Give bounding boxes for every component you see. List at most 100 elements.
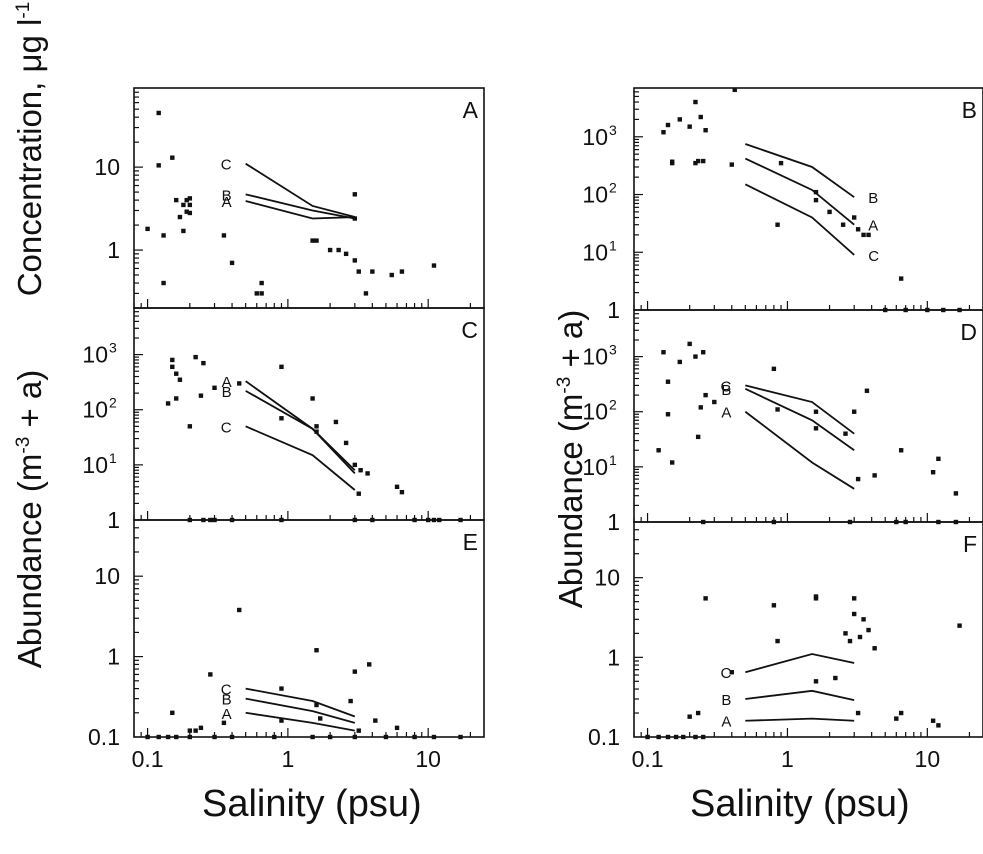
data-point-b [687,124,692,129]
data-point-c [356,491,361,496]
data-point-c [170,357,175,363]
data-point-a [314,238,319,243]
y-tick-label-f: 0.1 [588,724,620,750]
curve-a-c [245,380,356,475]
y-tick-label-c: 10 [82,397,108,423]
data-point-f [866,627,871,633]
data-point-d [703,392,708,398]
y-tick-label-c: 10 [82,452,108,478]
data-point-a [181,202,186,208]
data-point-a [310,238,315,243]
data-point-f [729,670,734,675]
curve-label-a-a: A [222,194,232,211]
data-point-d [712,399,717,405]
data-point-c [237,381,242,386]
data-point-d [665,412,671,417]
data-point-a [370,269,375,274]
y-axis-label-concentration-text: Concentration, μg l [11,18,48,297]
data-point-b [695,158,701,164]
data-point-c [170,364,175,370]
data-point-b [778,160,784,166]
y-axis-label-abundance-left-pre: Abundance (m [11,453,48,669]
data-point-d [698,405,703,410]
data-point-c [165,401,171,406]
curve-label-b-a: B [222,187,232,204]
data-point-d [665,379,671,384]
curve-b-e [245,697,356,724]
y-tick-label-e: 10 [94,563,120,589]
data-point-e [221,720,227,726]
curve-c-c [245,425,356,491]
data-point-a [336,247,341,253]
data-point-f [695,710,701,716]
y-tick-label-d: 10 [582,344,608,370]
data-point-d [693,354,698,359]
y-tick-label-exponent-b: 2 [609,180,617,196]
data-point-c [177,377,183,382]
data-point-a [259,291,264,296]
data-point-a [327,247,333,253]
data-point-e [352,734,358,740]
data-point-e [431,734,437,740]
panel-frame-f [633,521,983,738]
y-tick-label-exponent-c: 2 [109,395,117,411]
data-point-a [352,192,358,197]
y-tick-label-b: 10 [582,239,608,265]
data-point-d [701,350,706,355]
y-tick-label-exponent-b: 3 [609,122,617,138]
curve-a-f [745,717,855,722]
data-point-c [333,419,339,425]
data-point-e [193,728,198,733]
y-tick-label-c: 1 [107,507,120,533]
x-tick-label-f: 0.1 [632,746,664,772]
data-point-b [851,215,857,220]
data-point-c [352,462,358,468]
y-tick-label-b: 10 [582,182,608,208]
data-point-b [840,222,846,227]
data-point-a [363,291,369,296]
curve-c-e [245,687,356,718]
curve-label-a-f: A [721,714,731,731]
data-point-e [174,734,179,740]
data-point-d [687,341,692,347]
data-point-a [431,263,437,268]
data-point-f [681,734,686,740]
curve-label-c-c: C [221,419,232,436]
panel-letter-e: E [463,529,478,555]
y-tick-label-f: 10 [594,565,620,591]
data-point-f [957,623,962,628]
data-point-c [279,416,284,421]
panel-letter-f: F [963,531,977,557]
data-point-c [212,385,217,390]
data-point-c [343,440,349,446]
data-point-b [698,114,703,120]
data-point-e [170,710,175,715]
data-point-a [184,197,189,203]
panel-frame-d [633,309,983,523]
data-point-f [898,710,904,716]
data-point-e [187,734,193,740]
data-point-e [383,734,389,740]
y-axis-label-abundance-right-pre: Abundance (m [552,393,589,609]
data-point-a [399,269,405,274]
data-point-f [693,734,698,740]
data-point-e [352,669,358,674]
data-point-f [665,734,671,740]
y-tick-label-exponent-c: 3 [109,340,117,356]
x-tick-label-f: 10 [915,746,941,772]
data-point-c [198,393,204,398]
curve-b-a [245,193,355,220]
y-tick-label-d: 10 [582,399,608,425]
data-point-c [193,354,198,360]
panel-letter-d: D [960,319,977,345]
x-tick-label-e: 1 [281,746,294,772]
y-tick-label-exponent-d: 1 [609,452,617,468]
x-tick-label-f: 1 [781,746,794,772]
panel-letter-b: B [962,97,977,123]
data-point-b [693,99,698,105]
data-point-f [930,718,936,723]
data-point-c [358,468,363,473]
curve-label-a-c: A [222,374,232,391]
panel-frame-c [133,307,485,521]
